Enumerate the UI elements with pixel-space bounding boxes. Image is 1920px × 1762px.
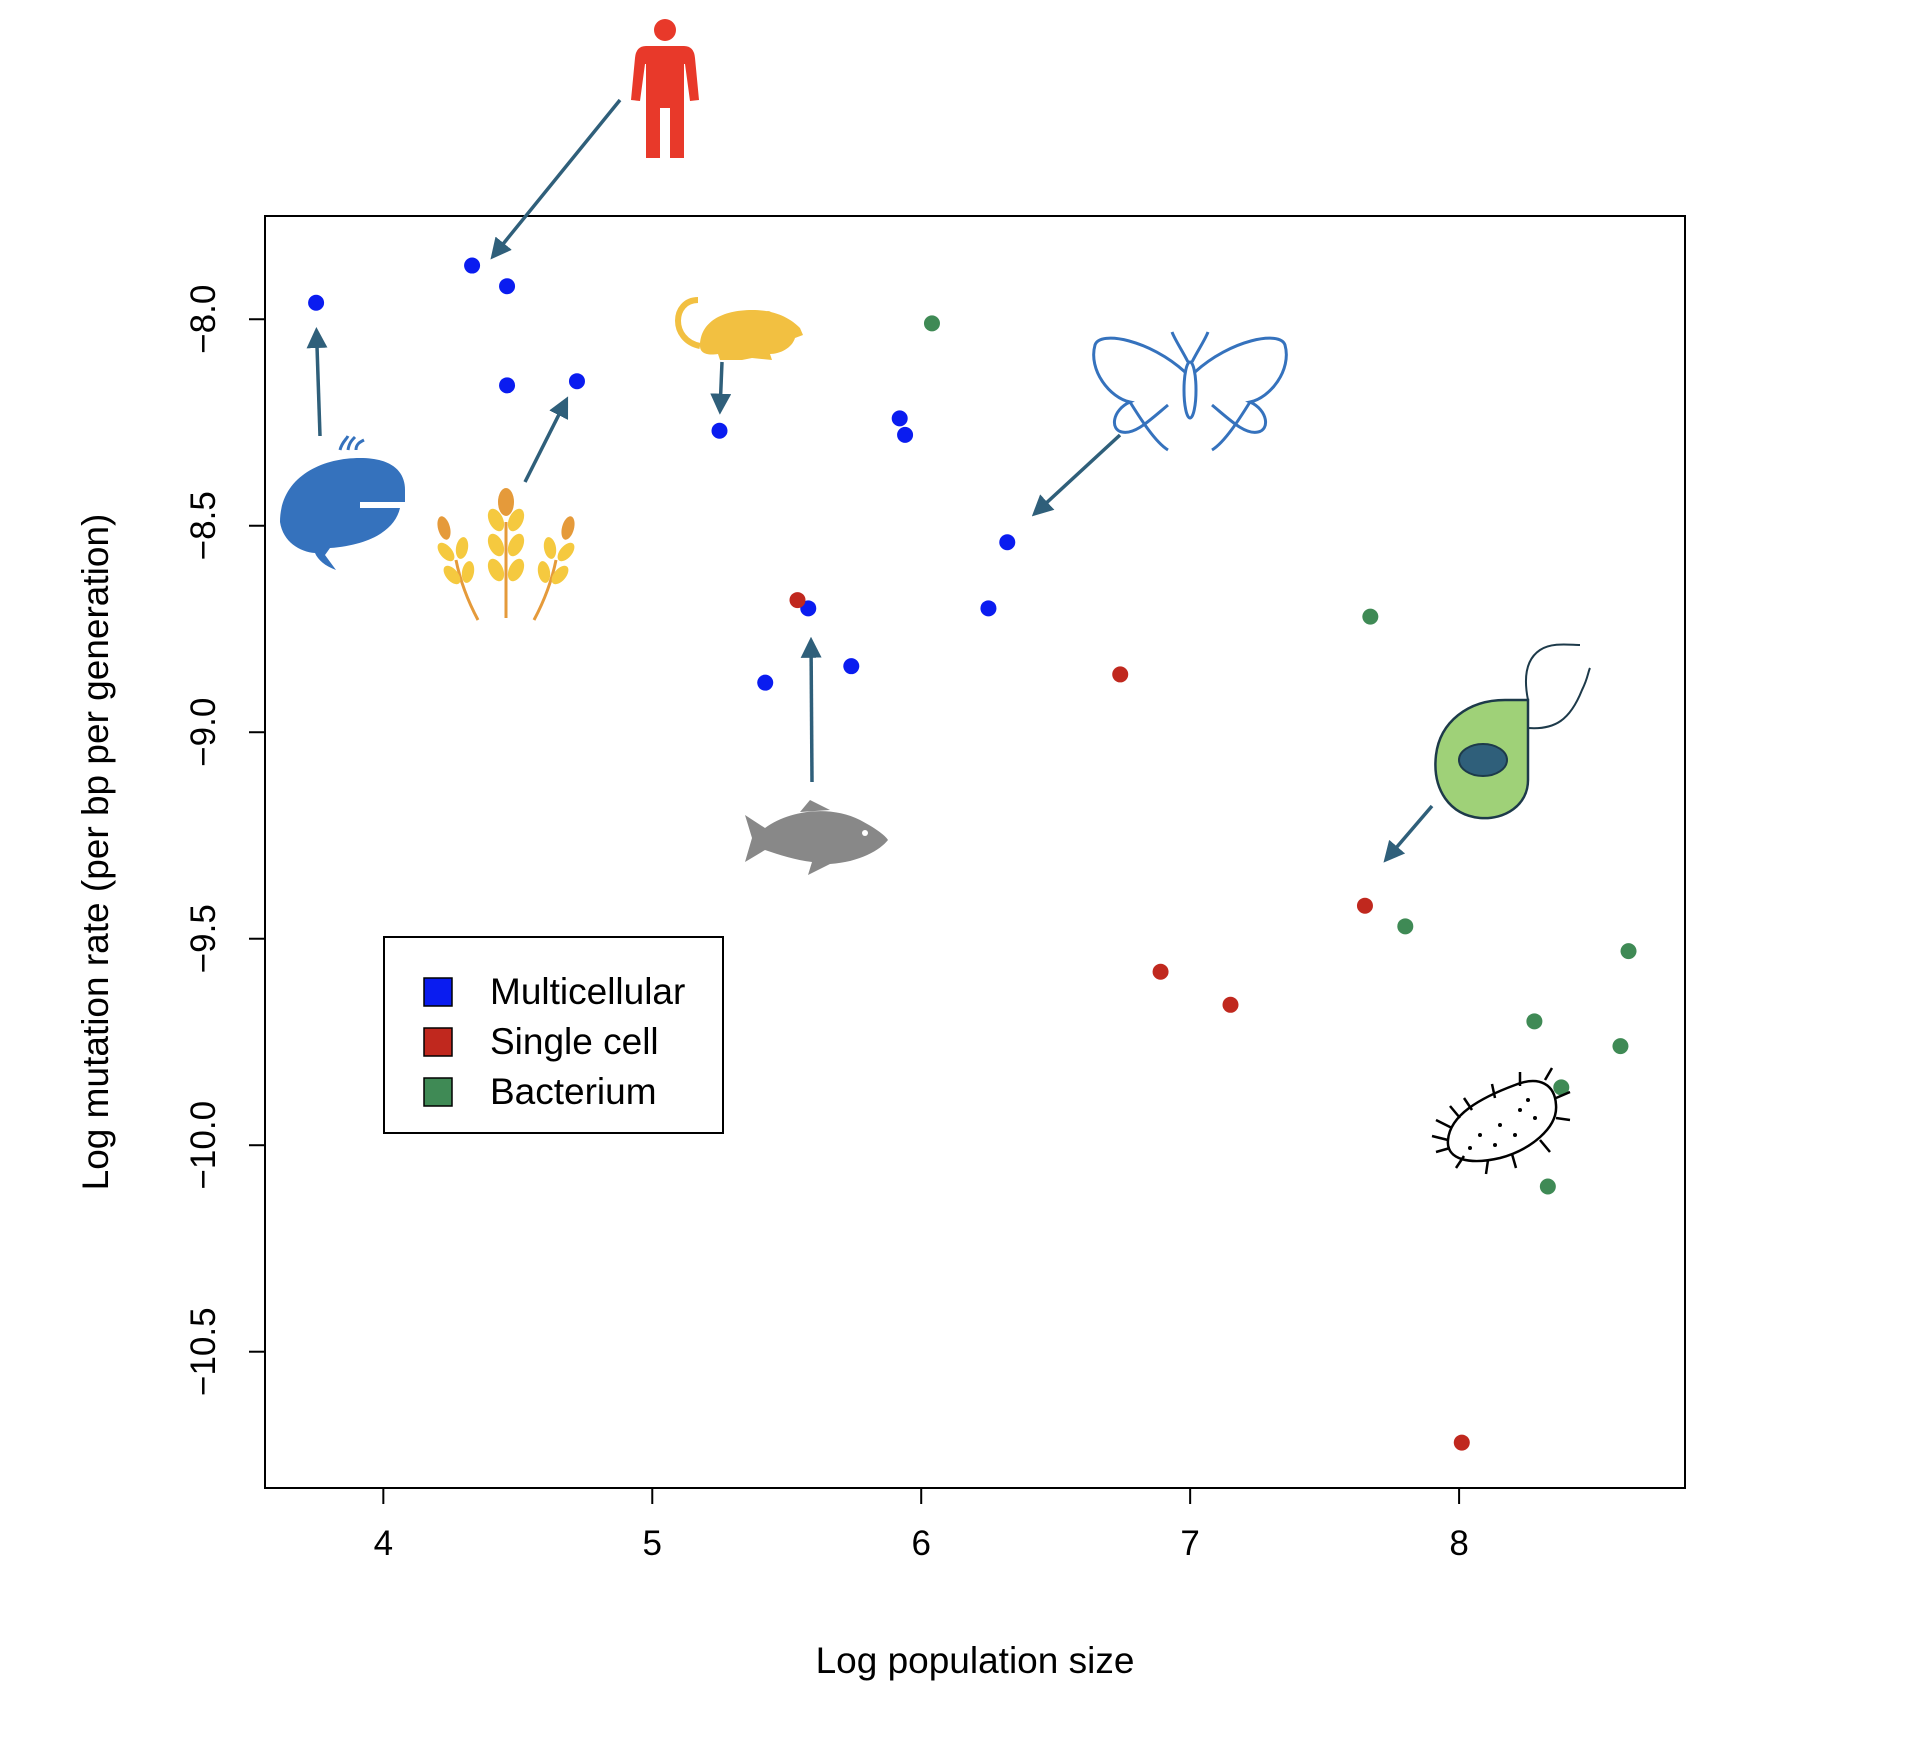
plot-frame xyxy=(264,215,1686,1489)
point-bacterium xyxy=(923,315,940,332)
point-multicellular xyxy=(499,278,516,295)
fish-arrow xyxy=(800,636,822,783)
legend: Multicellular Single cell Bacterium xyxy=(383,936,724,1134)
wheat-icon xyxy=(437,488,575,621)
y-axis: −8.0 −8.5 −9.0 −9.5 −10.0 −10.5 xyxy=(184,285,265,1396)
point-multicellular xyxy=(999,534,1016,551)
legend-swatch xyxy=(423,977,453,1007)
butterfly-icon xyxy=(1092,331,1288,452)
fish-icon xyxy=(745,800,888,875)
y-tick-label: −9.0 xyxy=(184,698,223,767)
x-axis-label: Log population size xyxy=(816,1640,1135,1681)
flagellate-cell-arrow xyxy=(1383,804,1434,863)
point-multicellular xyxy=(757,674,774,691)
point-bacterium xyxy=(1362,608,1379,625)
point-multicellular xyxy=(843,658,860,675)
y-tick-label: −10.0 xyxy=(184,1101,223,1190)
point-multicellular xyxy=(891,410,908,427)
point-multicellular xyxy=(711,422,728,439)
point-bacterium xyxy=(1553,1079,1570,1096)
point-multicellular xyxy=(897,426,914,443)
point-multicellular xyxy=(568,373,585,390)
x-tick-label: 6 xyxy=(911,1524,930,1563)
point-single-cell xyxy=(1152,963,1169,980)
y-axis-label: Log mutation rate (per bp per generation… xyxy=(75,514,116,1191)
y-tick-label: −10.5 xyxy=(184,1307,223,1396)
point-multicellular xyxy=(308,294,325,311)
point-single-cell xyxy=(1356,897,1373,914)
point-bacterium xyxy=(1397,918,1414,935)
data-points xyxy=(308,257,1637,1451)
point-single-cell xyxy=(1112,666,1129,683)
point-single-cell xyxy=(789,592,806,609)
x-tick-label: 5 xyxy=(643,1524,662,1563)
flagellate-cell-icon xyxy=(1434,643,1591,820)
x-axis: 4 5 6 7 8 xyxy=(374,1488,1469,1563)
point-multicellular xyxy=(464,257,481,274)
legend-label: Multicellular xyxy=(490,971,685,1012)
wheat-arrow xyxy=(523,396,569,483)
legend-label: Bacterium xyxy=(490,1071,657,1112)
x-tick-label: 4 xyxy=(374,1524,393,1563)
whale-icon xyxy=(280,435,405,570)
whale-arrow xyxy=(306,327,328,437)
legend-label: Single cell xyxy=(490,1021,659,1062)
y-tick-label: −8.5 xyxy=(184,491,223,560)
x-tick-label: 8 xyxy=(1449,1524,1468,1563)
point-bacterium xyxy=(1539,1178,1556,1195)
human-arrow xyxy=(490,98,622,260)
point-bacterium xyxy=(1526,1013,1543,1030)
legend-swatch xyxy=(423,1077,453,1107)
human-icon xyxy=(631,19,699,158)
point-bacterium xyxy=(1612,1038,1629,1055)
y-tick-label: −9.5 xyxy=(184,904,223,973)
point-multicellular xyxy=(980,600,997,617)
annotation-arrows xyxy=(306,98,1434,863)
point-multicellular xyxy=(499,377,516,394)
mouse-arrow xyxy=(710,361,732,415)
butterfly-arrow xyxy=(1031,433,1122,517)
bacterium-icon xyxy=(1431,1067,1571,1175)
point-single-cell xyxy=(1222,996,1239,1013)
mouse-icon xyxy=(675,297,803,360)
y-tick-label: −8.0 xyxy=(184,285,223,354)
x-tick-label: 7 xyxy=(1180,1524,1199,1563)
point-bacterium xyxy=(1620,943,1637,960)
point-single-cell xyxy=(1453,1434,1470,1451)
legend-swatch xyxy=(423,1027,453,1057)
